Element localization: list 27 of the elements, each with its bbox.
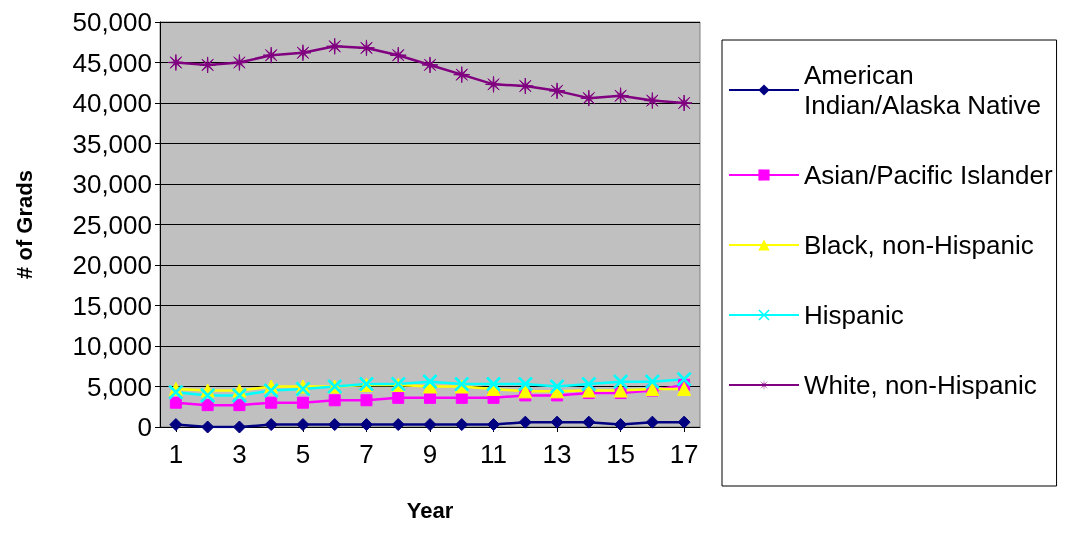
legend-label: Black, non-Hispanic bbox=[804, 230, 1034, 260]
y-tick-label: 15,000 bbox=[72, 290, 152, 321]
x-tick-label: 7 bbox=[359, 439, 374, 469]
y-tick-label: 20,000 bbox=[72, 250, 152, 280]
x-tick-label: 9 bbox=[422, 439, 438, 469]
y-tick-label: 50,000 bbox=[72, 7, 152, 37]
y-tick-label: 5,000 bbox=[86, 371, 152, 402]
x-tick-label: 11 bbox=[480, 439, 508, 469]
y-tick-label: 45,000 bbox=[72, 47, 152, 78]
x-tick-label: 17 bbox=[669, 439, 699, 469]
legend-label: Asian/Pacific Islander bbox=[804, 160, 1053, 190]
x-tick-label: 13 bbox=[542, 439, 572, 469]
legend-label: American Indian/Alaska Native bbox=[804, 60, 1042, 120]
y-tick-label: 25,000 bbox=[72, 209, 152, 240]
legend-label: White, non-Hispanic bbox=[804, 370, 1037, 400]
x-axis-title: Year bbox=[406, 497, 454, 523]
y-axis-title: # of Grads bbox=[11, 170, 37, 279]
x-tick-label: 15 bbox=[606, 439, 636, 469]
y-tick-label: 0 bbox=[137, 412, 152, 442]
y-tick-label: 30,000 bbox=[72, 169, 152, 199]
legend-label: Hispanic bbox=[804, 300, 904, 330]
x-tick-label: 3 bbox=[232, 439, 247, 469]
x-tick-label: 5 bbox=[295, 439, 311, 469]
y-tick-label: 10,000 bbox=[72, 331, 152, 361]
y-tick-label: 35,000 bbox=[72, 128, 152, 159]
x-tick-label: 1 bbox=[168, 439, 184, 469]
y-tick-label: 40,000 bbox=[72, 88, 152, 118]
